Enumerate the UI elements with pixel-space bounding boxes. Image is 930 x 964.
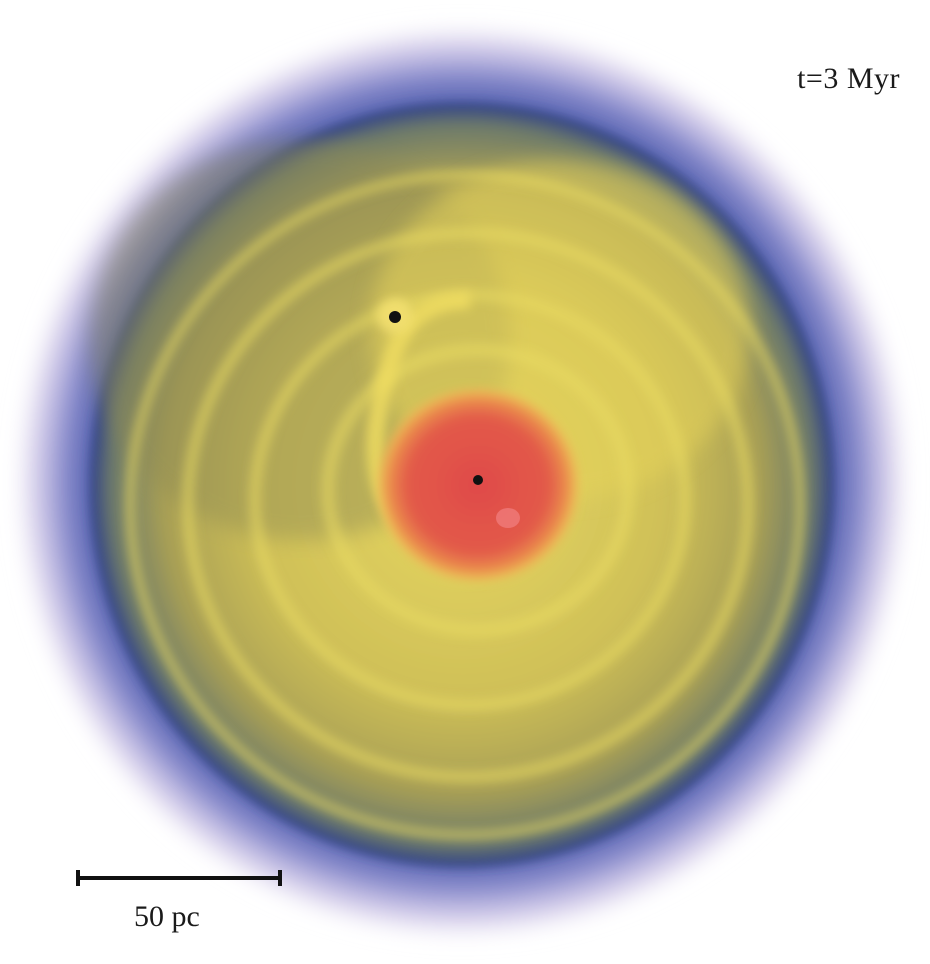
central-black-dot-icon [473,475,483,485]
satellite-black-dot-icon [389,311,401,323]
scale-label: 50 pc [134,900,200,933]
spiral-ring [321,343,635,637]
spiral-ring [125,170,805,840]
core-hotspot [496,508,520,528]
spiral-ring [182,227,754,783]
scale-bar [76,870,282,886]
time-label: t=3 Myr [797,62,900,95]
